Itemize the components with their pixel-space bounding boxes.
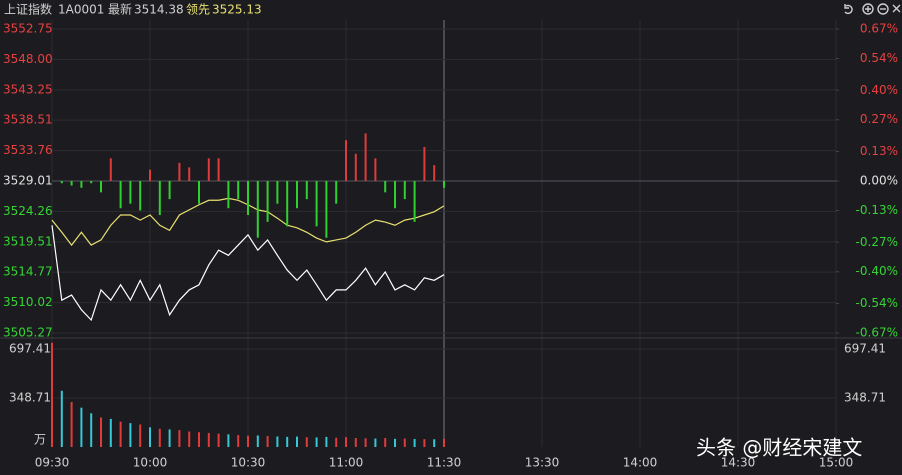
- y2-tick-label: -0.40%: [856, 264, 898, 278]
- y-tick-label: 3529.01: [3, 174, 53, 188]
- x-tick-label: 14:00: [623, 456, 658, 470]
- unit-label: 万: [34, 433, 46, 447]
- close-icon[interactable]: [892, 4, 901, 13]
- y2-tick-label: 0.13%: [860, 144, 898, 158]
- y2-tick-label: -0.13%: [856, 203, 898, 217]
- index-code: 1A0001: [58, 3, 104, 17]
- y-tick-label: 3524.26: [3, 204, 53, 218]
- y2-tick-label: 0.67%: [860, 22, 898, 36]
- y-tick-label: 348.71: [844, 390, 886, 404]
- y-tick-label: 348.71: [9, 390, 51, 404]
- x-tick-label: 14:30: [721, 456, 756, 470]
- y-tick-label: 3505.27: [3, 326, 53, 340]
- price-line: [51, 225, 445, 322]
- y2-tick-label: 0.00%: [860, 174, 898, 188]
- x-tick-label: 09:30: [35, 456, 70, 470]
- x-tick-label: 10:30: [231, 456, 266, 470]
- undo-icon[interactable]: [844, 4, 853, 15]
- zoom-in-icon[interactable]: [862, 3, 874, 15]
- y2-tick-label: 0.40%: [860, 83, 898, 97]
- plot: 3552.75 3548.00 3543.25 3538.51 3533.76 3529.…: [0, 20, 902, 470]
- y-tick-label: 697.41: [9, 341, 51, 355]
- y2-tick-label: -0.67%: [856, 326, 898, 340]
- x-tick-label: 13:30: [525, 456, 560, 470]
- y-tick-label: 3510.02: [3, 295, 53, 309]
- y-tick-label: 3519.51: [3, 234, 53, 248]
- y-tick-label: 3543.25: [3, 82, 53, 96]
- y-tick-label: 697.41: [844, 341, 886, 355]
- x-tick-label: 11:00: [329, 456, 364, 470]
- y-tick-label: 3538.51: [3, 113, 53, 127]
- latest-label: 最新: [108, 2, 132, 17]
- y2-tick-label: 0.54%: [860, 51, 898, 65]
- x-tick-label: 10:00: [133, 456, 168, 470]
- watermark: 头条 @财经宋建文: [696, 436, 862, 460]
- y-tick-label: 3548.00: [3, 52, 53, 66]
- y2-tick-label: 0.27%: [860, 112, 898, 126]
- zoom-out-icon[interactable]: [877, 3, 889, 15]
- x-tick-label: 11:30: [427, 456, 462, 470]
- lead-label: 领先: [186, 3, 210, 17]
- y-tick-label: 3552.75: [3, 22, 53, 36]
- x-tick-label: 15:00: [819, 456, 854, 470]
- y2-tick-label: -0.27%: [856, 235, 898, 249]
- index-name: 上证指数: [4, 2, 52, 17]
- latest-value: 3514.38: [134, 3, 184, 17]
- lead-value: 3525.13: [212, 3, 262, 17]
- y-tick-label: 3533.76: [3, 143, 53, 157]
- y-tick-label: 3514.77: [3, 265, 53, 279]
- toolbar: [844, 3, 901, 15]
- y2-tick-label: -0.54%: [856, 296, 898, 310]
